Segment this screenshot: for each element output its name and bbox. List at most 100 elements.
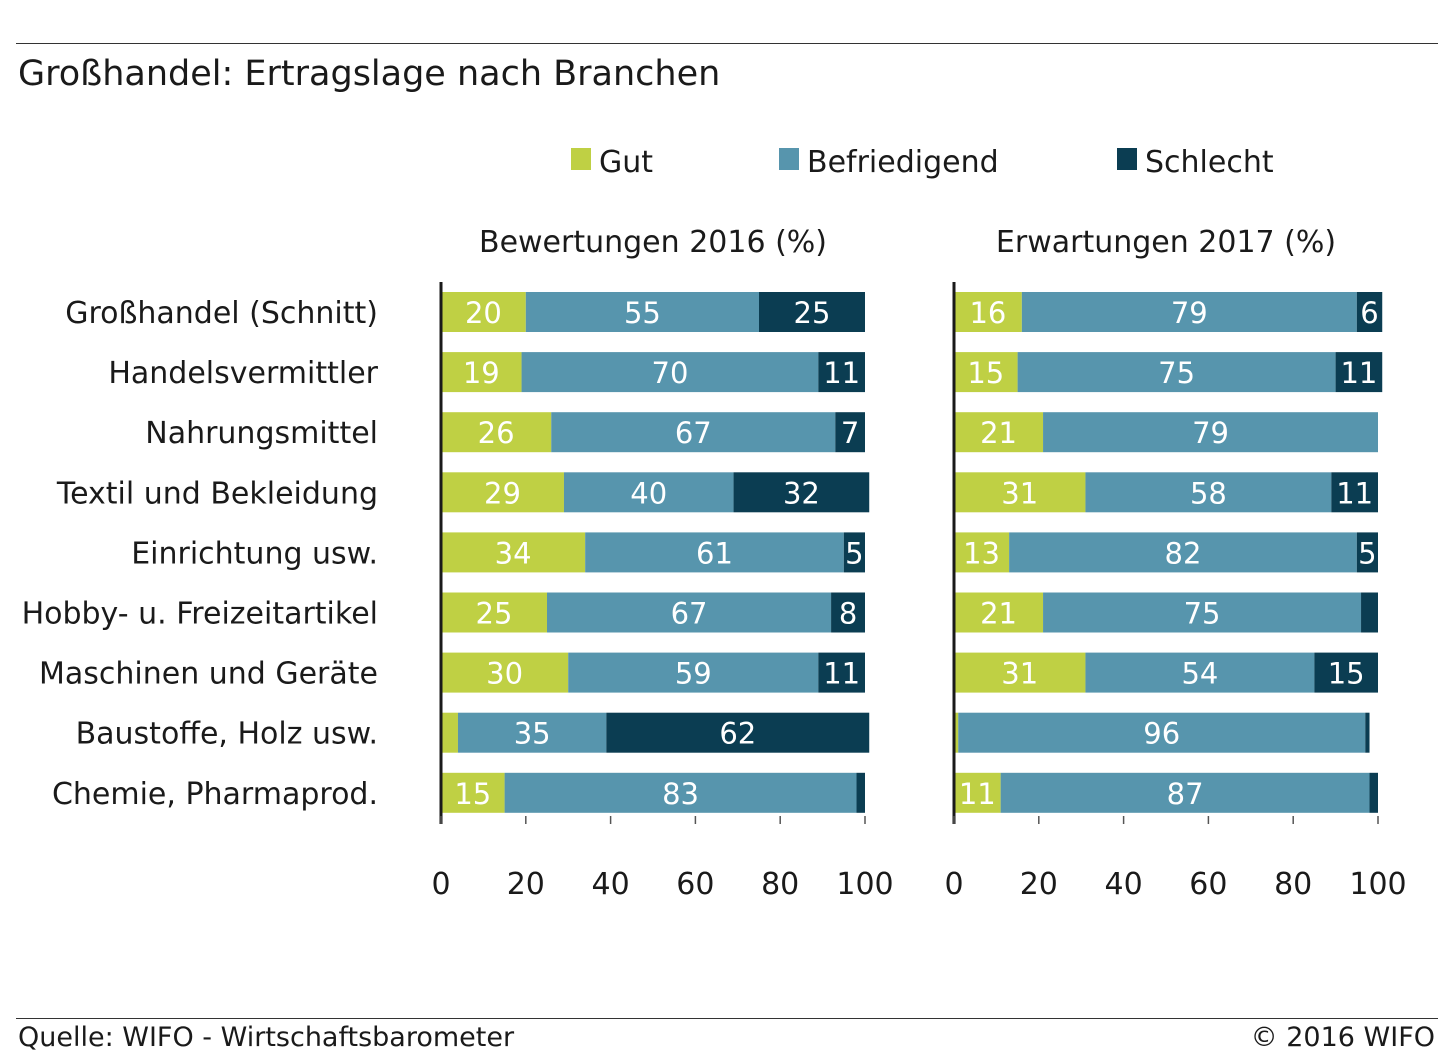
bar-1-gut-7 bbox=[441, 652, 569, 693]
value-label-1-befriedigend-2: 70 bbox=[652, 356, 689, 390]
bar-1-befriedigend-2 bbox=[521, 352, 819, 393]
category-label-maschinen-und-geräte: Maschinen und Geräte bbox=[39, 657, 378, 692]
value-label-1-befriedigend-7: 59 bbox=[675, 657, 712, 691]
bar-1-befriedigend-8 bbox=[457, 712, 607, 753]
bar-2-gut-9 bbox=[954, 772, 1001, 813]
chart-title: Großhandel: Ertragslage nach Branchen bbox=[18, 54, 721, 94]
panel-title-2: Erwartungen 2017 (%) bbox=[996, 225, 1336, 260]
bar-2-schlecht-8 bbox=[1365, 712, 1370, 753]
bar-2-gut-8 bbox=[954, 712, 959, 753]
tick-label-2-40: 40 bbox=[1105, 867, 1143, 902]
tick-label-1-40: 40 bbox=[592, 867, 630, 902]
value-label-1-schlecht-4: 32 bbox=[783, 476, 820, 510]
tick-label-1-20: 20 bbox=[507, 867, 545, 902]
value-label-2-gut-3: 21 bbox=[980, 416, 1017, 450]
value-label-2-gut-9: 11 bbox=[959, 777, 996, 811]
value-label-2-gut-2: 15 bbox=[967, 356, 1004, 390]
bar-2-gut-5 bbox=[954, 532, 1010, 573]
value-label-1-gut-3: 26 bbox=[478, 416, 515, 450]
value-label-2-gut-5: 13 bbox=[963, 536, 1000, 570]
stacked-bar-chart: Gut Befriedigend Schlecht Großhandel (Schni… bbox=[22, 145, 1407, 902]
bottom-rule bbox=[16, 1018, 1438, 1019]
panel-title-1: Bewertungen 2016 (%) bbox=[479, 225, 827, 260]
value-label-1-gut-2: 19 bbox=[463, 356, 500, 390]
bar-2-befriedigend-2 bbox=[1017, 352, 1336, 393]
value-label-2-gut-4: 31 bbox=[1001, 476, 1038, 510]
tick-label-2-0: 0 bbox=[944, 867, 963, 902]
value-label-2-gut-7: 31 bbox=[1001, 657, 1038, 691]
bar-1-schlecht-7 bbox=[818, 652, 865, 693]
bar-2-schlecht-4 bbox=[1331, 472, 1378, 513]
bar-1-gut-4 bbox=[441, 472, 564, 513]
tick-label-2-80: 80 bbox=[1274, 867, 1312, 902]
bar-1-schlecht-9 bbox=[856, 772, 865, 813]
bar-1-schlecht-6 bbox=[831, 592, 865, 633]
value-label-1-schlecht-8: 62 bbox=[719, 717, 756, 751]
value-label-1-schlecht-5: 5 bbox=[845, 536, 863, 570]
bar-1-gut-6 bbox=[441, 592, 547, 633]
value-label-2-schlecht-1: 6 bbox=[1360, 296, 1378, 330]
bar-2-befriedigend-6 bbox=[1043, 592, 1362, 633]
bar-2-gut-2 bbox=[954, 352, 1018, 393]
bar-1-befriedigend-1 bbox=[525, 292, 759, 332]
value-label-2-befriedigend-1: 79 bbox=[1171, 296, 1208, 330]
bar-2-befriedigend-8 bbox=[958, 712, 1366, 753]
value-label-1-gut-4: 29 bbox=[484, 476, 521, 510]
value-label-1-gut-6: 25 bbox=[476, 597, 513, 631]
tick-label-1-60: 60 bbox=[676, 867, 714, 902]
bar-1-schlecht-3 bbox=[835, 412, 865, 453]
bar-2-schlecht-1 bbox=[1356, 292, 1383, 332]
value-label-1-befriedigend-1: 55 bbox=[624, 296, 661, 330]
bar-1-gut-9 bbox=[441, 772, 505, 813]
bar-1-schlecht-1 bbox=[759, 292, 865, 332]
value-label-1-gut-1: 20 bbox=[465, 296, 502, 330]
footer-source: Quelle: WIFO - Wirtschaftsbarometer bbox=[18, 1022, 515, 1053]
value-label-1-befriedigend-8: 35 bbox=[514, 717, 551, 751]
legend-label-gut: Gut bbox=[599, 145, 653, 180]
value-label-2-befriedigend-2: 75 bbox=[1158, 356, 1195, 390]
bar-2-befriedigend-5 bbox=[1009, 532, 1357, 573]
bar-2-befriedigend-4 bbox=[1085, 472, 1332, 513]
bar-1-schlecht-4 bbox=[733, 472, 870, 513]
value-label-1-gut-7: 30 bbox=[486, 657, 523, 691]
bar-2-schlecht-9 bbox=[1369, 772, 1378, 813]
value-label-1-schlecht-7: 11 bbox=[823, 657, 860, 691]
tick-label-2-60: 60 bbox=[1189, 867, 1227, 902]
tick-label-1-0: 0 bbox=[431, 867, 450, 902]
bar-2-befriedigend-1 bbox=[1021, 292, 1357, 332]
value-label-2-schlecht-5: 5 bbox=[1358, 536, 1376, 570]
legend-label-befriedigend: Befriedigend bbox=[807, 145, 999, 180]
value-label-2-befriedigend-3: 79 bbox=[1192, 416, 1229, 450]
bar-2-gut-1 bbox=[954, 292, 1022, 332]
legend-label-schlecht: Schlecht bbox=[1145, 145, 1274, 180]
category-label-großhandel-schnitt: Großhandel (Schnitt) bbox=[65, 296, 378, 331]
value-label-2-befriedigend-6: 75 bbox=[1184, 597, 1221, 631]
bar-1-schlecht-5 bbox=[843, 532, 865, 573]
bar-2-gut-4 bbox=[954, 472, 1086, 513]
bar-2-schlecht-2 bbox=[1335, 352, 1383, 393]
value-label-2-befriedigend-8: 96 bbox=[1143, 717, 1180, 751]
tick-label-1-100: 100 bbox=[836, 867, 893, 902]
value-label-1-schlecht-3: 7 bbox=[841, 416, 859, 450]
bar-1-befriedigend-6 bbox=[547, 592, 832, 633]
legend-swatch-befriedigend bbox=[779, 148, 799, 170]
category-label-chemie-pharmaprod: Chemie, Pharmaprod. bbox=[52, 777, 378, 812]
tick-label-2-20: 20 bbox=[1020, 867, 1058, 902]
value-label-2-befriedigend-5: 82 bbox=[1165, 536, 1202, 570]
category-label-nahrungsmittel: Nahrungsmittel bbox=[145, 416, 378, 451]
bar-2-befriedigend-3 bbox=[1043, 412, 1378, 453]
bar-1-schlecht-2 bbox=[818, 352, 865, 393]
bar-2-schlecht-7 bbox=[1314, 652, 1378, 693]
category-label-hobby-u-freizeitartikel: Hobby- u. Freizeitartikel bbox=[22, 597, 378, 632]
bar-2-befriedigend-9 bbox=[1000, 772, 1370, 813]
value-label-2-schlecht-4: 11 bbox=[1336, 476, 1373, 510]
bar-2-gut-6 bbox=[954, 592, 1044, 633]
legend-swatch-gut bbox=[571, 148, 591, 170]
value-label-2-schlecht-2: 11 bbox=[1340, 356, 1377, 390]
bar-1-befriedigend-5 bbox=[585, 532, 844, 573]
bar-1-gut-8 bbox=[441, 712, 458, 753]
bar-1-gut-1 bbox=[441, 292, 526, 332]
footer-copyright: © 2016 WIFO bbox=[1250, 1022, 1435, 1053]
value-label-2-befriedigend-7: 54 bbox=[1181, 657, 1218, 691]
tick-label-2-100: 100 bbox=[1349, 867, 1406, 902]
